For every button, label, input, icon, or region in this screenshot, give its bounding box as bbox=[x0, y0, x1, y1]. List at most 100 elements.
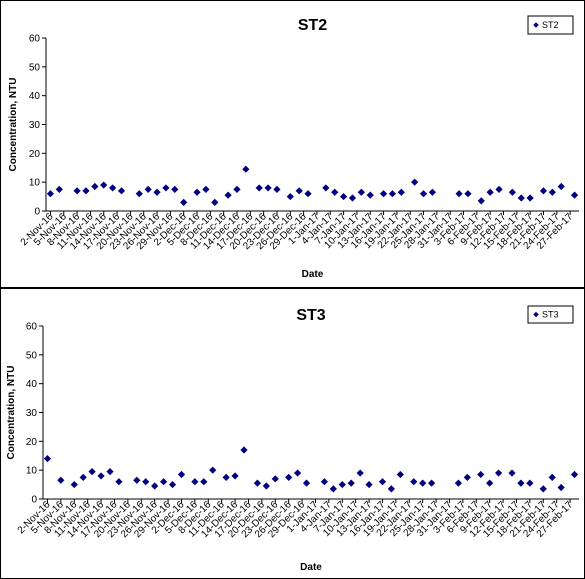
legend-marker bbox=[533, 311, 539, 318]
data-point bbox=[153, 188, 161, 196]
data-point bbox=[454, 479, 462, 487]
data-point bbox=[517, 479, 525, 487]
chart-panel-st2: ST2 0 10 20 30 40 50 60 2-Nov-16 5-Nov-16 8-Nov-16… bbox=[0, 0, 585, 288]
data-point bbox=[495, 185, 503, 193]
data-point bbox=[526, 479, 534, 487]
y-tick-label: 30 bbox=[26, 408, 38, 419]
data-point bbox=[73, 187, 81, 195]
data-point bbox=[302, 479, 311, 487]
data-point bbox=[388, 190, 397, 198]
data-point bbox=[339, 192, 348, 201]
data-point bbox=[379, 190, 388, 198]
y-axis-label: Concentration, NTU bbox=[6, 366, 17, 460]
data-point bbox=[348, 194, 357, 202]
data-point bbox=[109, 184, 117, 192]
data-point bbox=[211, 198, 219, 206]
data-point bbox=[209, 466, 217, 474]
data-point bbox=[231, 472, 239, 480]
data-point bbox=[548, 473, 556, 481]
data-point bbox=[428, 188, 437, 196]
data-point bbox=[151, 482, 159, 490]
data-point bbox=[46, 190, 55, 198]
data-point bbox=[526, 194, 534, 202]
y-tick-label: 0 bbox=[31, 495, 37, 506]
data-point bbox=[357, 188, 365, 196]
data-point bbox=[82, 187, 90, 195]
chart-panel-st3: ST3 0 10 20 30 40 50 60 2-Nov-16 5-Nov-16 8-Nov-16… bbox=[0, 288, 585, 579]
data-point bbox=[106, 468, 114, 476]
data-point bbox=[262, 482, 270, 490]
legend-box bbox=[527, 15, 574, 35]
data-point bbox=[397, 188, 405, 196]
legend-label: ST2 bbox=[542, 20, 559, 30]
y-tick-label: 10 bbox=[29, 178, 41, 189]
data-point bbox=[168, 480, 177, 489]
chart-svg-st3: ST301020304050602-Nov-165-Nov-168-Nov-16… bbox=[6, 305, 579, 573]
y-tick-label: 30 bbox=[29, 120, 41, 131]
data-point bbox=[91, 182, 99, 191]
data-point bbox=[117, 187, 126, 195]
data-point bbox=[200, 478, 208, 486]
data-point bbox=[419, 479, 427, 487]
data-point bbox=[100, 181, 108, 189]
data-point bbox=[70, 480, 78, 489]
data-point bbox=[331, 188, 339, 196]
y-tick-label: 20 bbox=[29, 149, 41, 160]
y-tick-label: 60 bbox=[26, 322, 38, 333]
data-point bbox=[477, 470, 485, 479]
data-point bbox=[88, 468, 96, 476]
data-point bbox=[322, 184, 330, 192]
data-point bbox=[411, 178, 419, 186]
x-axis-label: Date bbox=[300, 562, 322, 573]
data-point bbox=[356, 469, 364, 477]
data-point bbox=[304, 190, 312, 198]
data-point bbox=[347, 479, 355, 487]
data-point bbox=[410, 478, 418, 486]
data-point bbox=[222, 473, 230, 481]
data-point bbox=[557, 483, 565, 492]
y-tick-label: 40 bbox=[29, 91, 41, 102]
data-point bbox=[160, 478, 168, 486]
data-point bbox=[295, 187, 303, 195]
data-point bbox=[273, 185, 281, 193]
chart-svg-st2: ST201020304050602-Nov-165-Nov-168-Nov-16… bbox=[8, 15, 579, 280]
data-point bbox=[486, 479, 494, 487]
data-point bbox=[539, 485, 547, 493]
legend: ST3 bbox=[527, 305, 574, 324]
x-axis-label: Date bbox=[302, 269, 324, 280]
data-point bbox=[539, 187, 548, 195]
data-point bbox=[570, 191, 579, 199]
data-point bbox=[133, 476, 141, 484]
data-point bbox=[115, 478, 123, 486]
data-point bbox=[271, 475, 279, 483]
data-point bbox=[517, 194, 525, 202]
data-point bbox=[79, 473, 87, 481]
data-point bbox=[177, 470, 186, 479]
data-point bbox=[242, 165, 250, 173]
legend-label: ST3 bbox=[542, 310, 559, 320]
y-tick-label: 50 bbox=[26, 350, 38, 361]
data-point bbox=[97, 472, 105, 480]
data-point bbox=[191, 478, 199, 486]
data-point bbox=[463, 473, 471, 481]
data-point bbox=[495, 469, 503, 477]
chart-title-st2: ST2 bbox=[298, 17, 327, 34]
data-point bbox=[378, 478, 387, 486]
legend-box bbox=[527, 305, 574, 324]
data-point bbox=[285, 473, 293, 481]
data-point bbox=[428, 479, 436, 487]
y-tick-label: 40 bbox=[26, 379, 38, 390]
data-point bbox=[55, 185, 63, 193]
chart-title-st3: ST3 bbox=[296, 307, 325, 324]
data-point bbox=[570, 470, 579, 479]
y-tick-label: 10 bbox=[26, 466, 38, 477]
data-point bbox=[338, 480, 346, 489]
data-point bbox=[396, 470, 404, 479]
data-point bbox=[548, 188, 556, 196]
data-point bbox=[419, 190, 428, 198]
data-point bbox=[43, 455, 52, 463]
data-point bbox=[180, 198, 188, 206]
data-point bbox=[365, 480, 373, 489]
data-point bbox=[508, 469, 516, 477]
data-point bbox=[329, 485, 337, 493]
